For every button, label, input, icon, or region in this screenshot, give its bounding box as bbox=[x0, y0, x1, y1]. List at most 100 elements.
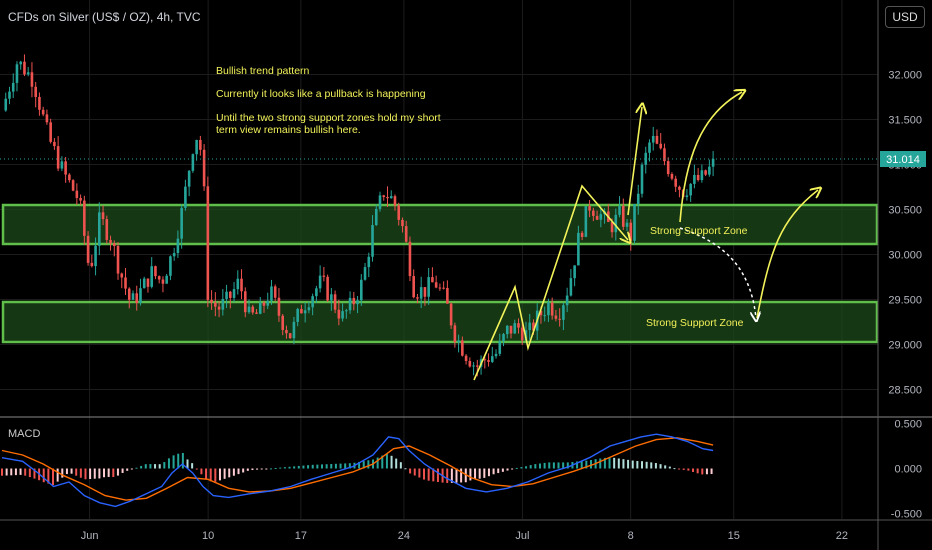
macd-tick-label: 0.000 bbox=[894, 464, 922, 476]
candle-body bbox=[416, 297, 419, 299]
histogram-bar bbox=[334, 463, 337, 469]
candle-body bbox=[281, 315, 284, 330]
candle-body bbox=[610, 221, 614, 233]
chart-title: CFDs on Silver (US$ / OZ), 4h, TVC bbox=[8, 10, 201, 24]
candle-body bbox=[558, 318, 561, 320]
candle-body bbox=[674, 178, 677, 187]
histogram-bar bbox=[79, 468, 82, 478]
candle-body bbox=[206, 186, 210, 300]
candle-body bbox=[187, 170, 191, 187]
price-axis[interactable]: 32.00031.50031.00030.50030.00029.50029.0… bbox=[888, 70, 922, 397]
histogram-bar bbox=[144, 464, 147, 469]
histogram-bar bbox=[316, 464, 319, 469]
y-tick-label: 31.500 bbox=[888, 115, 922, 127]
candle-body bbox=[483, 359, 487, 361]
x-tick-label: Jun bbox=[81, 530, 99, 542]
candle-body bbox=[577, 232, 580, 266]
histogram-bar bbox=[566, 462, 569, 469]
candle-body bbox=[150, 266, 154, 287]
histogram-bar bbox=[608, 457, 611, 469]
candle-body bbox=[8, 91, 11, 99]
histogram-bar bbox=[520, 467, 523, 469]
candle-body bbox=[498, 341, 502, 354]
x-tick-label: 8 bbox=[628, 530, 634, 542]
candle-body bbox=[11, 82, 15, 92]
candle-body bbox=[127, 288, 131, 300]
histogram-bar bbox=[89, 468, 92, 479]
histogram-bar bbox=[664, 465, 667, 469]
macd-axis[interactable]: 0.500 0.000 -0.500 bbox=[891, 418, 922, 520]
histogram-bar bbox=[446, 468, 449, 483]
histogram-bar bbox=[395, 458, 398, 469]
candle-body bbox=[453, 325, 457, 343]
histogram-bar bbox=[218, 468, 221, 481]
candle-body bbox=[393, 196, 397, 206]
candle-body bbox=[461, 340, 464, 356]
histogram-bar bbox=[302, 465, 305, 469]
candle-body bbox=[464, 355, 468, 361]
candle-body bbox=[221, 298, 225, 310]
candle-body bbox=[243, 291, 247, 313]
histogram-bar bbox=[158, 464, 161, 469]
histogram-bar bbox=[381, 455, 384, 469]
candle-body bbox=[83, 200, 86, 236]
candle-body bbox=[374, 208, 378, 226]
candle-body bbox=[696, 174, 700, 181]
histogram-bar bbox=[307, 465, 310, 469]
histogram-bar bbox=[668, 466, 671, 469]
histogram-bar bbox=[214, 468, 217, 482]
candle-body bbox=[539, 310, 543, 316]
candle-body bbox=[229, 291, 232, 298]
histogram-bar bbox=[269, 468, 272, 470]
current-price-tag-bg bbox=[880, 151, 926, 167]
candle-body bbox=[580, 232, 584, 237]
histogram-bar bbox=[297, 465, 300, 469]
candle-body bbox=[105, 219, 109, 240]
candle-body bbox=[311, 296, 314, 308]
candle-body bbox=[648, 142, 651, 153]
candle-body bbox=[86, 235, 90, 263]
candle-body bbox=[386, 196, 389, 199]
histogram-bar bbox=[293, 466, 296, 469]
currency-button[interactable]: USD bbox=[885, 6, 925, 28]
candle-body bbox=[389, 196, 393, 199]
histogram-bar bbox=[339, 463, 342, 469]
histogram-bar bbox=[654, 463, 657, 469]
histogram-bar bbox=[692, 468, 695, 472]
histogram-bar bbox=[631, 460, 634, 469]
candle-body bbox=[49, 122, 52, 142]
candle-body bbox=[487, 360, 490, 362]
candle-body bbox=[505, 325, 509, 335]
histogram-bar bbox=[52, 468, 55, 486]
candle-body bbox=[101, 212, 105, 220]
histogram-bar bbox=[246, 468, 249, 471]
candle-body bbox=[266, 300, 270, 306]
histogram-bar bbox=[376, 457, 379, 469]
histogram-bar bbox=[163, 462, 166, 469]
annotation-line-4: term view remains bullish here. bbox=[216, 124, 361, 136]
histogram-bar bbox=[42, 468, 45, 483]
time-axis[interactable]: Jun 10 17 24 Jul 8 15 22 bbox=[81, 530, 848, 542]
histogram-bar bbox=[181, 452, 184, 469]
candle-body bbox=[109, 239, 112, 244]
histogram-bar bbox=[497, 468, 500, 474]
histogram-bar bbox=[14, 468, 17, 476]
candle-body bbox=[700, 170, 704, 181]
support-zone-lower bbox=[1, 300, 879, 344]
candle-body bbox=[520, 327, 524, 341]
candle-body bbox=[438, 287, 442, 289]
histogram-bar bbox=[525, 466, 528, 469]
histogram-bar bbox=[705, 468, 708, 475]
histogram-bar bbox=[135, 467, 138, 469]
candle-body bbox=[629, 222, 633, 241]
macd-label: MACD bbox=[8, 428, 40, 440]
histogram-bar bbox=[534, 464, 537, 469]
candle-body bbox=[419, 287, 423, 299]
macd-histogram bbox=[1, 452, 713, 486]
histogram-bar bbox=[576, 461, 579, 469]
histogram-bar bbox=[149, 464, 152, 469]
histogram-bar bbox=[228, 468, 231, 478]
candle-body bbox=[135, 293, 139, 304]
candle-body bbox=[165, 275, 168, 284]
